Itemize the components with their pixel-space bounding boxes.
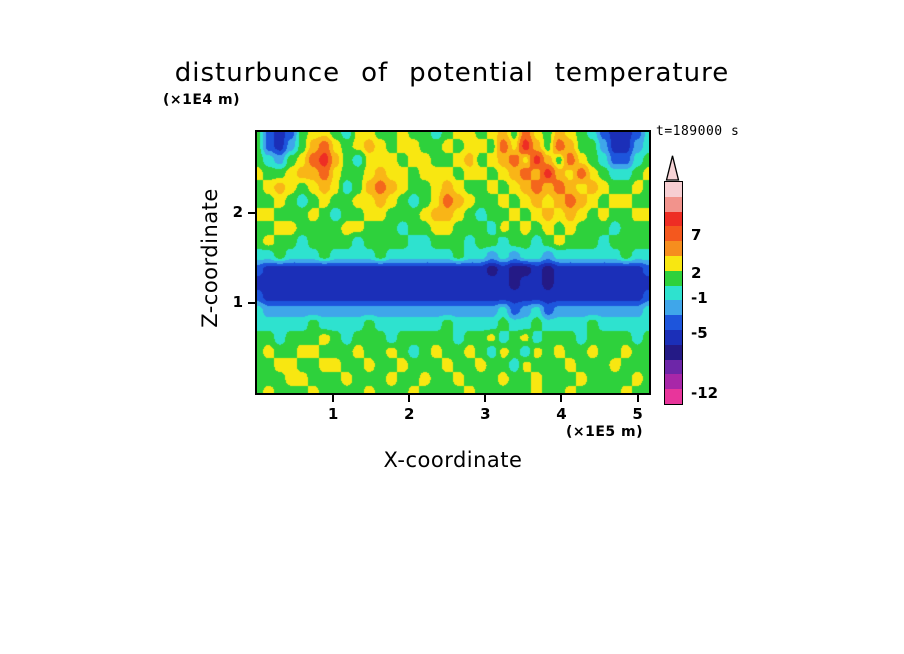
y-tick-label: 1 <box>232 293 243 312</box>
colorbar-segment <box>665 211 682 227</box>
colorbar-segment <box>665 241 682 256</box>
y-tick-mark <box>248 302 255 304</box>
colorbar-segment <box>665 270 682 286</box>
colorbar-segment <box>665 389 682 404</box>
colorbar-segment <box>665 182 682 197</box>
x-tick-mark <box>332 395 335 402</box>
heatmap-canvas <box>257 132 649 393</box>
colorbar-segment <box>665 344 682 360</box>
x-tick-label: 3 <box>480 405 491 423</box>
colorbar-segment <box>665 255 682 271</box>
x-tick-label: 2 <box>404 405 415 423</box>
x-tick-mark <box>636 395 639 402</box>
x-tick-label: 4 <box>556 405 567 423</box>
plot-area <box>255 130 651 395</box>
colorbar-label: -5 <box>691 324 708 342</box>
colorbar-segment <box>665 226 682 242</box>
colorbar-segment <box>665 359 682 375</box>
colorbar-scale <box>664 181 683 405</box>
x-axis-unit: (×1E5 m) <box>566 424 644 440</box>
colorbar-segment <box>665 300 682 316</box>
x-tick-label: 1 <box>327 405 339 423</box>
time-label: t=189000 s <box>656 124 740 139</box>
x-tick-label: 5 <box>632 405 643 423</box>
y-tick-label: 2 <box>232 203 243 222</box>
chart-title: disturbunce of potential temperature <box>174 58 730 88</box>
y-axis-title: Z-coordinate <box>198 188 222 328</box>
y-axis-unit: (×1E4 m) <box>163 92 241 108</box>
colorbar-label: -12 <box>691 384 719 402</box>
colorbar-segment <box>665 315 682 330</box>
colorbar-segment <box>665 329 682 345</box>
x-axis-ticks: 1 2 3 4 5 <box>257 395 649 431</box>
x-axis-title: X-coordinate <box>383 448 523 472</box>
colorbar-label: 7 <box>691 226 702 244</box>
colorbar <box>664 155 683 405</box>
colorbar-overflow-arrow-icon <box>665 155 680 181</box>
x-tick-mark <box>560 395 563 402</box>
colorbar-label: 2 <box>691 264 702 282</box>
y-tick-mark <box>248 212 255 214</box>
colorbar-segment <box>665 374 682 390</box>
colorbar-segment <box>665 285 682 301</box>
colorbar-labels: 7 2 -1 -5 -12 <box>691 181 731 403</box>
x-tick-mark <box>484 395 487 402</box>
x-tick-mark <box>408 395 411 402</box>
colorbar-segment <box>665 196 682 212</box>
colorbar-label: -1 <box>691 289 708 307</box>
